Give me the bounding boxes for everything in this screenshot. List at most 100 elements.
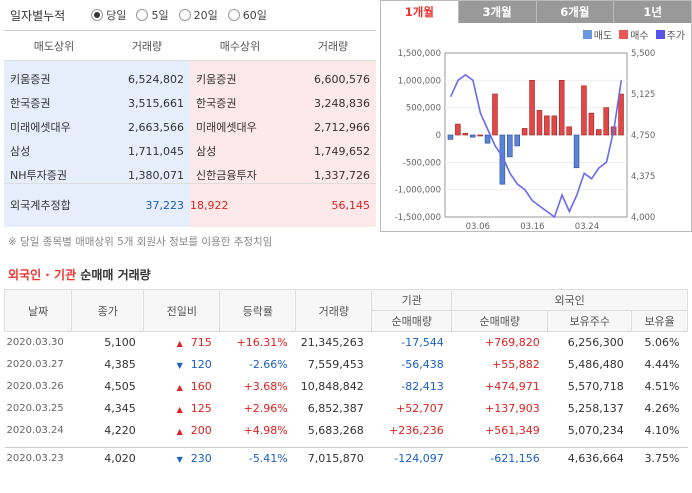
- table-row: 2020.03.23 4,020 230 -5.41% 7,015,870 -124,09…: [4, 447, 688, 470]
- broker-volume: 3,515,661: [128, 96, 184, 110]
- bar: [596, 129, 602, 136]
- cell-change: 160: [144, 376, 220, 398]
- cell-close: 5,100: [104, 336, 136, 350]
- header-buy-top: 매수상위: [219, 39, 261, 53]
- legend-price: 주가: [655, 27, 685, 42]
- cell-volume: 6,852,387: [307, 402, 364, 415]
- table-row: 2020.03.27 4,385 120 -2.66% 7,559,453 -56,438…: [5, 354, 688, 376]
- sell-row: 미래에셋대우 2,663,566: [4, 115, 190, 139]
- cell-hold-ratio: 3.75%: [644, 452, 680, 466]
- bar: [618, 93, 624, 136]
- radio-60day[interactable]: 60일: [227, 7, 267, 23]
- cell-volume: 10,848,842: [300, 380, 364, 393]
- cell-hold-ratio: 4.51%: [644, 380, 680, 393]
- cell-close: 4,385: [104, 358, 136, 371]
- th-foreign: 외국인: [451, 289, 688, 311]
- cell-volume: 21,345,263: [300, 336, 364, 350]
- cell-inst-net: -56,438: [401, 358, 444, 371]
- period-tabs: 1개월 3개월 6개월 1년: [381, 1, 691, 23]
- sell-row: 키움증권 6,524,802: [4, 67, 190, 91]
- legend-sell: 매도: [582, 27, 612, 42]
- cell-change: 125: [144, 398, 220, 420]
- y-right-tick: 4,375: [631, 172, 655, 182]
- th-institution: 기관: [371, 289, 453, 311]
- y-right-tick: 4,750: [631, 131, 655, 141]
- cell-holdings: 5,570,718: [567, 380, 624, 393]
- broker-ranking-panel: 일자별누적 당일 5일 20일 60일 매도상위 거래량 매수상위 거래량 키움…: [4, 0, 376, 248]
- cell-rate: -2.66%: [248, 358, 288, 371]
- buy-row: 삼성 1,749,652: [190, 139, 376, 163]
- cell-close: 4,020: [104, 452, 136, 466]
- buy-row: 신한금융투자 1,337,726: [190, 163, 376, 187]
- cell-close: 4,505: [104, 380, 136, 393]
- bar: [521, 128, 528, 136]
- header-sell-top: 매도상위: [33, 39, 75, 53]
- radio-20day[interactable]: 20일: [178, 7, 218, 23]
- cell-rate: +2.96%: [243, 402, 288, 415]
- period-filter: 일자별누적 당일 5일 20일 60일: [4, 0, 376, 30]
- bar: [544, 115, 550, 136]
- cell-rate: +4.98%: [243, 424, 288, 437]
- th-change: 전일비: [143, 289, 221, 332]
- broker-name: 신한금융투자: [196, 169, 257, 182]
- buy-row: 키움증권 6,600,576: [190, 67, 376, 91]
- cell-date: 2020.03.24: [6, 425, 64, 436]
- chart-panel: 1개월 3개월 6개월 1년 매도 매수 주가 1,500,000 1,000,0…: [380, 0, 692, 232]
- cell-change: 715: [144, 332, 220, 354]
- tab-3month[interactable]: 3개월: [457, 1, 536, 23]
- y-left-tick: 1,500,000: [398, 49, 441, 59]
- cell-holdings: 5,070,234: [567, 424, 624, 437]
- broker-volume: 2,663,566: [128, 120, 184, 134]
- bar: [447, 134, 454, 140]
- broker-volume: 1,380,071: [128, 168, 184, 182]
- broker-name: 키움증권: [10, 73, 51, 86]
- cell-hold-ratio: 5.06%: [644, 336, 680, 350]
- broker-volume: 6,600,576: [314, 72, 370, 86]
- y-right-tick: 5,125: [631, 90, 655, 100]
- table-row: 2020.03.25 4,345 125 +2.96% 6,852,387 +52,707…: [5, 398, 688, 420]
- foreign-buy-value: 56,145: [331, 198, 371, 212]
- cell-rate: +16.31%: [236, 336, 288, 350]
- bar: [536, 110, 543, 136]
- broker-name: 미래에셋대우: [196, 121, 257, 134]
- cell-foreign-net: +137,903: [485, 402, 540, 415]
- sell-row: 삼성 1,711,045: [4, 139, 190, 163]
- th-close: 종가: [71, 289, 145, 332]
- cell-date: 2020.03.25: [6, 403, 64, 414]
- table-row: 2020.03.30 5,100 715 +16.31% 21,345,263 -17,5…: [5, 332, 688, 354]
- broker-volume: 2,712,966: [314, 120, 370, 134]
- tab-1year[interactable]: 1년: [613, 1, 691, 23]
- broker-name: 미래에셋대우: [10, 121, 71, 134]
- cell-volume: 5,683,268: [307, 424, 364, 437]
- cell-foreign-net: +561,349: [485, 424, 540, 437]
- cell-close: 4,220: [104, 424, 136, 437]
- cell-close: 4,345: [104, 402, 136, 415]
- y-right-tick: 5,500: [631, 49, 655, 59]
- radio-today[interactable]: 당일: [91, 7, 126, 23]
- foreign-sum-label: 외국계추정합: [10, 199, 71, 212]
- estimate-note: ※ 당일 종목별 매매상위 5개 회원사 정보를 이용한 추정치임: [8, 236, 273, 248]
- sell-row: NH투자증권 1,380,071: [4, 163, 190, 187]
- bar: [573, 134, 580, 169]
- bar: [566, 126, 572, 136]
- cell-inst-net: -124,097: [394, 452, 444, 466]
- buy-row: 한국증권 3,248,836: [190, 91, 376, 115]
- broker-volume: 1,337,726: [314, 168, 370, 182]
- header-sell-vol: 거래량: [131, 39, 163, 53]
- bar: [551, 115, 558, 136]
- radio-5day[interactable]: 5일: [136, 7, 169, 23]
- cell-inst-net: +236,236: [389, 424, 444, 437]
- cell-foreign-net: +55,882: [492, 358, 540, 371]
- bar: [499, 134, 506, 185]
- x-tick: 03.24: [575, 222, 599, 231]
- tab-6month[interactable]: 6개월: [535, 1, 614, 23]
- tab-1month[interactable]: 1개월: [381, 1, 458, 23]
- bar: [462, 133, 469, 136]
- bar: [588, 112, 595, 136]
- x-tick: 03.06: [466, 222, 490, 231]
- daily-table: 날짜 종가 전일비 등락률 거래량 기관 외국인 순매매량 순매매량 보유주수 …: [3, 289, 688, 470]
- bar: [484, 134, 491, 144]
- section-title: 외국인 · 기관 순매매 거래량: [8, 268, 151, 282]
- legend-buy: 매수: [619, 27, 649, 42]
- y-left-tick: -1,500,000: [395, 213, 441, 223]
